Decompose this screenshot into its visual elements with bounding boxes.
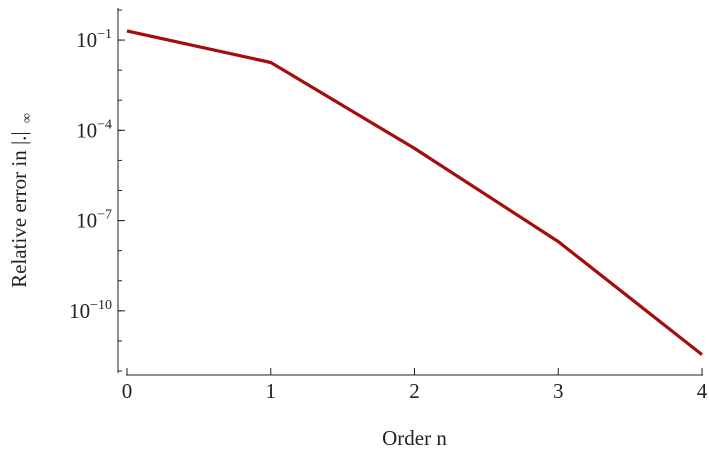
y-tick-base: 10 bbox=[76, 28, 97, 52]
ticks-layer: 0 1 2 3 410−110−410−710−10 bbox=[69, 9, 708, 403]
y-tick-base: 10 bbox=[76, 209, 97, 233]
x-tick-label: 2 bbox=[409, 379, 420, 403]
y-tick-label: 10−4 bbox=[76, 117, 112, 142]
y-axis-title: Relative error in |.| ∞ bbox=[7, 113, 35, 288]
y-tick-exponent: −1 bbox=[97, 27, 112, 42]
series-layer bbox=[126, 29, 703, 356]
x-tick-label: 0 bbox=[122, 379, 133, 403]
x-tick-label: 4 bbox=[697, 379, 708, 403]
y-tick-exponent: −10 bbox=[90, 298, 112, 313]
y-tick-exponent: −4 bbox=[97, 117, 112, 132]
y-tick-exponent: −7 bbox=[97, 208, 112, 223]
y-tick-base: 10 bbox=[76, 118, 97, 142]
x-axis-title: Order n bbox=[382, 426, 447, 450]
y-tick-label: 10−10 bbox=[69, 298, 112, 323]
series-line bbox=[126, 29, 703, 356]
y-axis-title-main: Relative error in |.| bbox=[7, 131, 31, 288]
y-tick-label: 10−7 bbox=[76, 208, 112, 233]
y-axis-title-subscript: ∞ bbox=[20, 113, 35, 123]
y-tick-base: 10 bbox=[69, 299, 90, 323]
x-tick-label: 3 bbox=[553, 379, 564, 403]
axes bbox=[117, 8, 703, 376]
x-tick-label: 1 bbox=[266, 379, 277, 403]
y-tick-label: 10−1 bbox=[76, 27, 112, 52]
